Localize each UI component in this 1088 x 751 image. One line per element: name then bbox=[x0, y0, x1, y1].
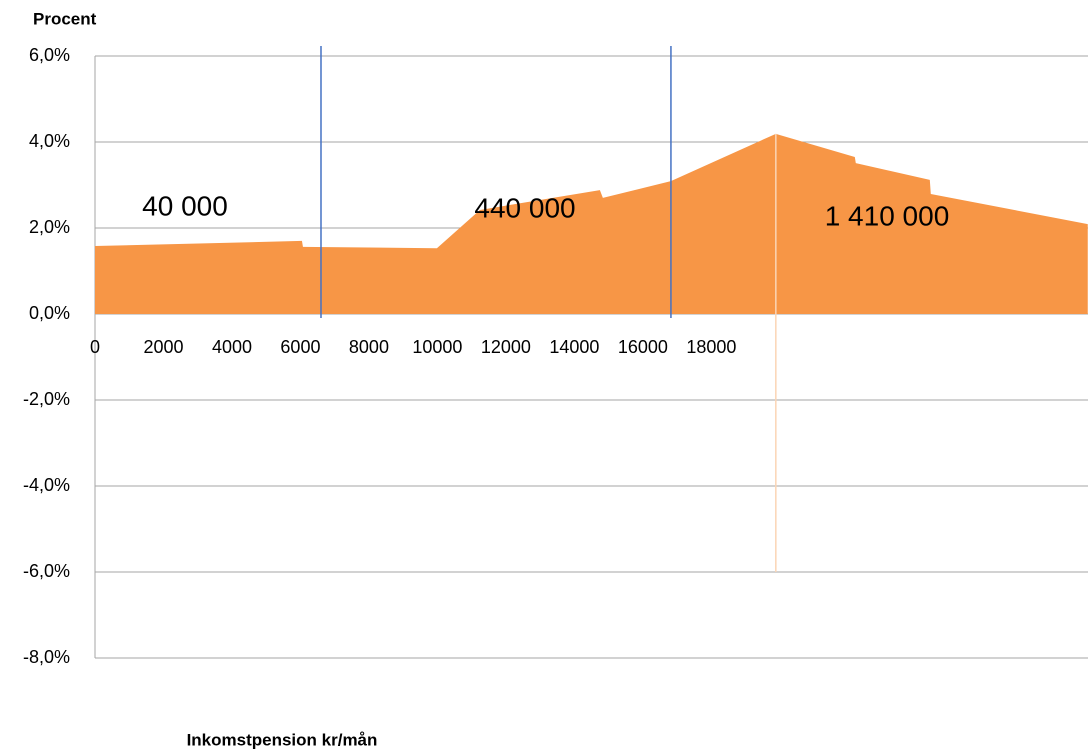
y-tick-label: -8,0% bbox=[23, 647, 70, 667]
x-tick-label: 10000 bbox=[412, 337, 462, 357]
chart-title: Procent bbox=[33, 9, 97, 28]
y-tick-label: 6,0% bbox=[29, 45, 70, 65]
x-tick-label: 14000 bbox=[549, 337, 599, 357]
x-tick-label: 8000 bbox=[349, 337, 389, 357]
x-tick-label: 4000 bbox=[212, 337, 252, 357]
y-tick-label: -2,0% bbox=[23, 389, 70, 409]
x-tick-label: 12000 bbox=[481, 337, 531, 357]
x-tick-label: 16000 bbox=[618, 337, 668, 357]
y-tick-label: 2,0% bbox=[29, 217, 70, 237]
annotation: 440 000 bbox=[474, 192, 575, 223]
y-tick-label: 4,0% bbox=[29, 131, 70, 151]
y-tick-label: -6,0% bbox=[23, 561, 70, 581]
x-tick-label: 2000 bbox=[143, 337, 183, 357]
x-tick-label: 18000 bbox=[686, 337, 736, 357]
x-tick-label: 6000 bbox=[280, 337, 320, 357]
y-tick-label: -4,0% bbox=[23, 475, 70, 495]
x-axis-label: Inkomstpension kr/mån bbox=[187, 730, 378, 749]
annotation: 1 410 000 bbox=[825, 200, 950, 231]
annotation: 40 000 bbox=[142, 190, 228, 221]
y-tick-label: 0,0% bbox=[29, 303, 70, 323]
area bbox=[95, 133, 1088, 314]
x-tick-label: 0 bbox=[90, 337, 100, 357]
